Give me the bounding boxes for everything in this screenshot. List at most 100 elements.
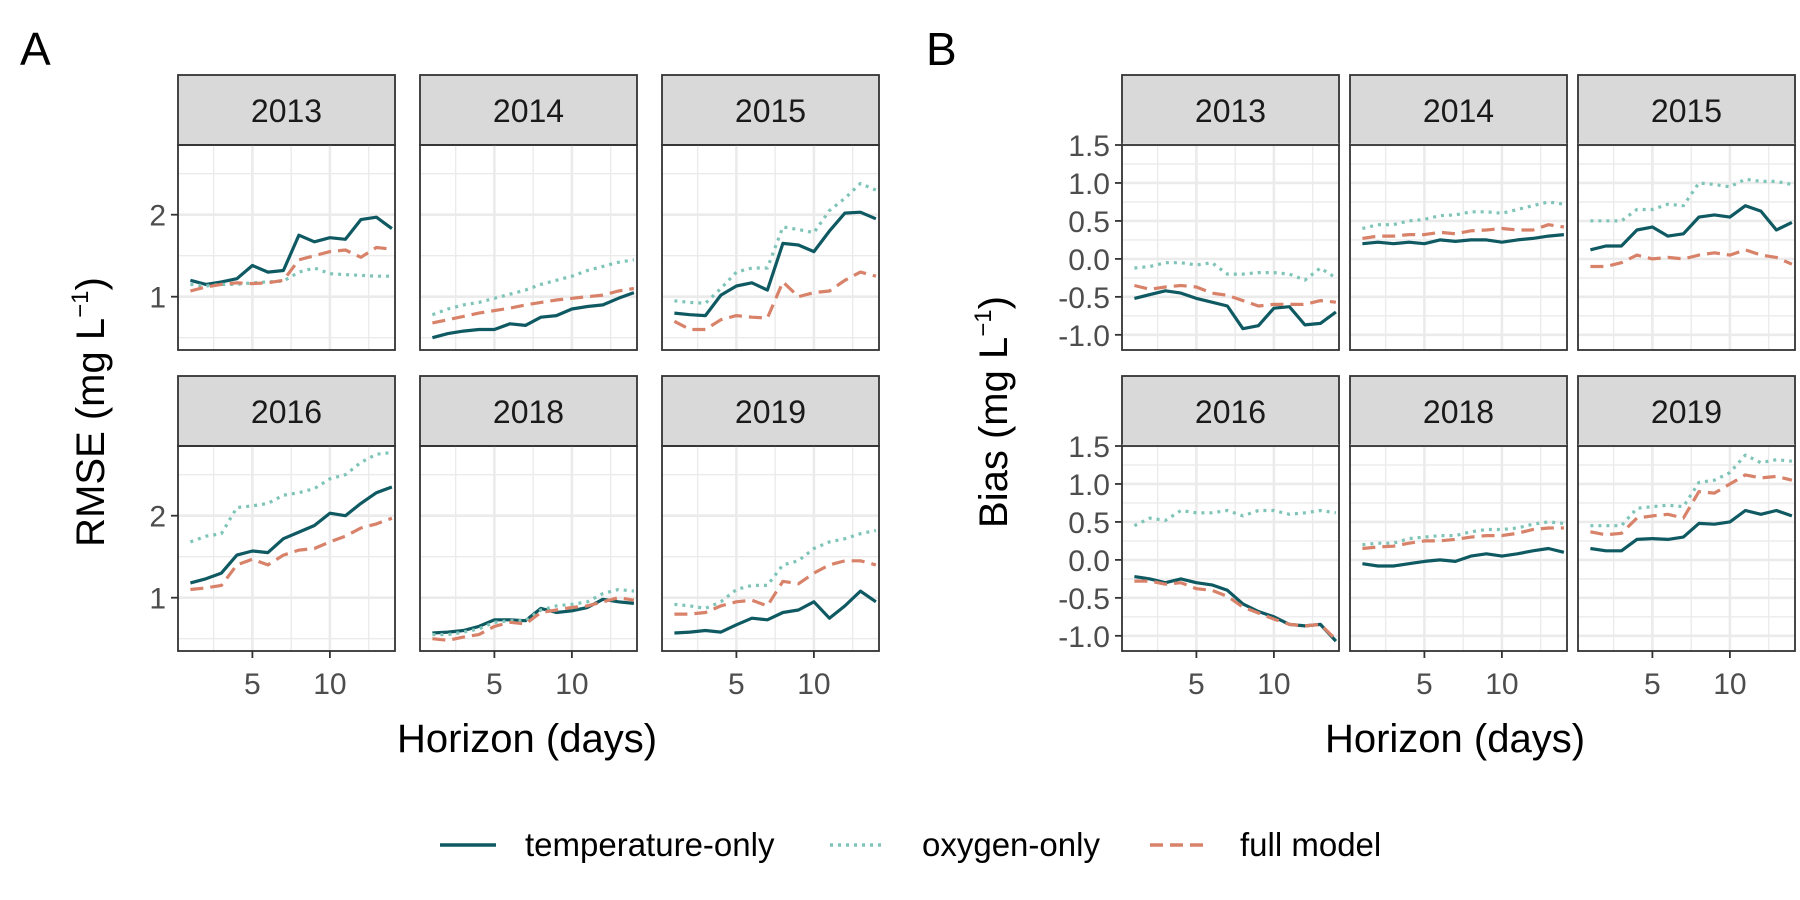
series-line-full-model (1134, 283, 1337, 308)
y-axis-title-a-sup: −1 (67, 291, 94, 318)
facet-strip-b-2015 (1577, 74, 1796, 146)
facet-title-a-2015: 2015 (735, 93, 806, 129)
grid-b-2016 (1122, 444, 1339, 651)
legend-entry-temperature-only: temperature-only (440, 826, 775, 863)
series-line-temperature-only (674, 210, 877, 318)
series-line-temperature-only (1362, 233, 1565, 246)
facet-border-b-2015 (1577, 144, 1796, 351)
series-line-temperature-only (1590, 204, 1793, 252)
y-tick-label: 1 (149, 583, 166, 616)
y-axis-title-b-close: ) (972, 296, 1016, 309)
y-tick-label: 1.5 (1068, 130, 1110, 163)
facet-border-a-2016 (177, 445, 396, 652)
facet-b-2013: 2013 1.5 1.0 0.5 0.0 -0.5 -1.0 (1058, 74, 1340, 353)
facet-title-b-2016: 2016 (1195, 394, 1266, 430)
series-line-full-model (674, 559, 877, 616)
series-line-temperature-only (674, 589, 877, 635)
series-line-oxygen-only (1362, 200, 1565, 231)
grid-b-2014 (1350, 143, 1567, 350)
facet-a-2015: 2015 (661, 74, 880, 351)
facet-strip-a-2019 (661, 375, 880, 447)
facet-a-2013: 2013 1 2 (149, 74, 396, 351)
facet-b-2016: 2016 1.5 1.0 0.5 0.0 -0.5 -1.0 5 10 (1058, 375, 1340, 701)
y-tick-label: 1 (149, 282, 166, 315)
y-tick-label: 0.0 (1068, 244, 1110, 277)
facet-border-b-2018 (1349, 445, 1568, 652)
facet-border-b-2014 (1349, 144, 1568, 351)
series-line-oxygen-only (431, 258, 635, 317)
y-tick-label: -0.5 (1058, 583, 1110, 616)
grid-a-2018 (420, 446, 637, 651)
facet-b-2014: 2014 (1349, 74, 1568, 351)
facet-title-a-2016: 2016 (251, 394, 322, 430)
facet-strip-a-2013 (177, 74, 396, 146)
series-line-oxygen-only (189, 451, 393, 544)
facet-border-b-2013 (1121, 144, 1340, 351)
facet-b-2015: 2015 (1577, 74, 1796, 351)
facet-a-2016: 2016 1 2 5 10 (149, 375, 396, 701)
series-line-full-model (673, 270, 877, 332)
grid-a-2015 (662, 145, 879, 350)
facet-a-2014: 2014 (419, 74, 638, 351)
facet-border-a-2015 (661, 144, 880, 351)
y-tick-label: 1.5 (1068, 431, 1110, 464)
facet-border-b-2016 (1121, 445, 1340, 652)
facet-border-a-2013 (177, 144, 396, 351)
series-line-oxygen-only (674, 181, 877, 305)
series-line-temperature-only (189, 215, 393, 286)
x-tick-label: 10 (1257, 668, 1290, 701)
facet-b-2019: 2019 5 10 (1577, 375, 1796, 701)
series-line-full-model (432, 596, 635, 642)
legend-entry-full-model: full model (1150, 826, 1381, 863)
facet-border-b-2019 (1577, 445, 1796, 652)
panel-label-a: A (20, 23, 51, 75)
facet-a-2018: 2018 5 10 (419, 375, 638, 701)
y-tick-label: 1.0 (1068, 469, 1110, 502)
x-tick-label: 10 (555, 668, 588, 701)
facet-title-a-2019: 2019 (735, 394, 806, 430)
x-tick-label: 10 (797, 668, 830, 701)
y-tick-label: 2 (149, 501, 166, 534)
x-tick-label: 10 (1485, 668, 1518, 701)
facet-title-b-2014: 2014 (1423, 93, 1494, 129)
grid-b-2019 (1578, 444, 1795, 651)
legend-label-temperature-only: temperature-only (525, 826, 775, 863)
facet-strip-b-2018 (1349, 375, 1568, 447)
x-tick-label: 5 (486, 668, 503, 701)
legend-label-full-model: full model (1240, 826, 1381, 863)
series-line-oxygen-only (190, 266, 392, 288)
series-line-full-model (1134, 579, 1338, 641)
y-tick-label: 0.0 (1068, 545, 1110, 578)
facet-border-a-2019 (661, 445, 880, 652)
x-axis-title-b: Horizon (days) (1325, 717, 1585, 761)
series-line-temperature-only (1134, 575, 1338, 643)
facet-strip-a-2014 (419, 74, 638, 146)
series-line-full-model (189, 245, 393, 293)
y-axis-title-b: Bias (mg L−1) (970, 296, 1016, 528)
y-axis-title-a-text: RMSE (mg L (69, 318, 113, 547)
facet-strip-a-2016 (177, 375, 396, 447)
series-line-full-model (190, 516, 393, 592)
y-tick-label: 0.5 (1068, 507, 1110, 540)
x-tick-label: 10 (1713, 668, 1746, 701)
facet-title-b-2019: 2019 (1651, 394, 1722, 430)
y-tick-label: -1.0 (1058, 621, 1110, 654)
legend-label-oxygen-only: oxygen-only (922, 826, 1100, 863)
x-tick-label: 5 (1644, 668, 1661, 701)
facet-title-a-2013: 2013 (251, 93, 322, 129)
facet-a-2019: 2019 5 10 (661, 375, 880, 701)
facet-b-2018: 2018 5 10 (1349, 375, 1568, 701)
grid-b-2013 (1122, 143, 1339, 350)
facet-strip-a-2015 (661, 74, 880, 146)
facet-border-a-2014 (419, 144, 638, 351)
series-line-full-model (432, 286, 635, 325)
x-tick-label: 10 (313, 668, 346, 701)
y-axis-title-a: RMSE (mg L−1) (67, 277, 113, 547)
series-line-oxygen-only (1133, 508, 1337, 528)
series-line-temperature-only (189, 485, 393, 585)
y-tick-label: -1.0 (1058, 320, 1110, 353)
series-line-temperature-only (1134, 289, 1337, 331)
y-axis-title-b-sup: −1 (970, 309, 997, 336)
facet-title-b-2015: 2015 (1651, 93, 1722, 129)
